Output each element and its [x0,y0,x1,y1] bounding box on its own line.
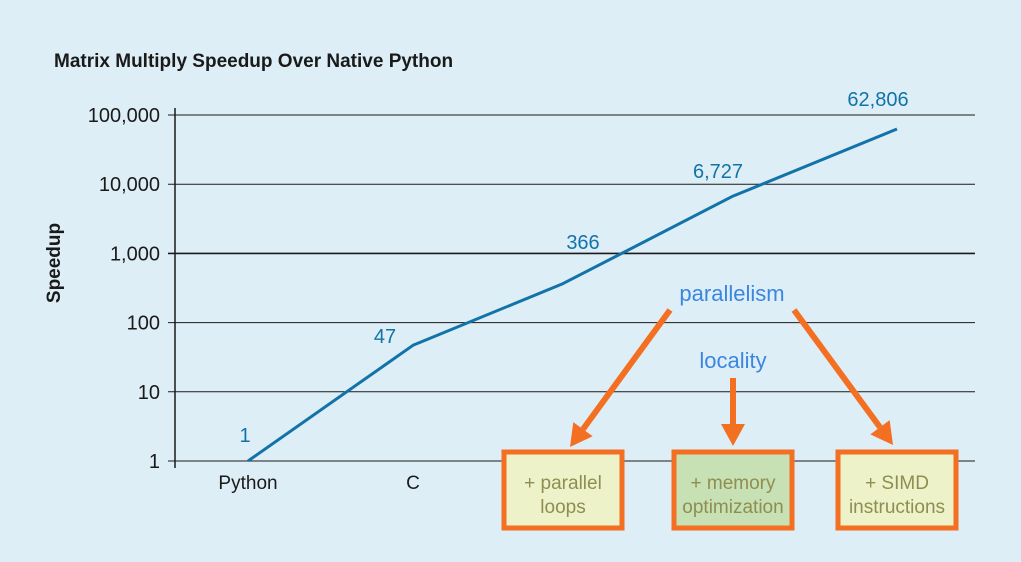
data-label: 47 [374,326,396,348]
annotations: parallelism locality [570,281,893,447]
data-label: 6,727 [693,161,743,183]
y-axis-label: Speedup [44,223,65,303]
y-tick-label: 100,000 [88,105,160,127]
data-label: 1 [239,425,250,447]
gridlines [168,114,975,462]
x-tick-label: C [406,473,420,494]
x-ticks: Python C + parallel loops + memory optimizati… [218,473,945,518]
x-tick-label: Python [218,473,277,494]
y-tick-label: 10 [138,382,160,404]
y-tick-label: 100 [127,313,160,335]
y-tick-label: 1 [149,451,160,473]
annotation-arrow-shaft [791,308,883,430]
x-tick-label: optimization [682,497,783,518]
category-box [501,449,625,531]
x-tick-label: loops [540,497,585,518]
category-box [671,449,795,531]
chart-title: Matrix Multiply Speedup Over Native Pyth… [54,51,453,72]
x-tick-label: + SIMD [865,473,929,494]
annotation-label: locality [699,348,766,373]
x-tick-label: + memory [691,473,776,494]
y-ticks: 1 10 100 1,000 10,000 100,000 [88,105,160,473]
data-labels: 1 47 366 6,727 62,806 [239,89,908,447]
speedup-series-line [247,127,898,463]
x-tick-label: + parallel [524,473,602,494]
data-label: 366 [566,232,599,254]
annotation-label: parallelism [679,281,784,306]
data-label: 62,806 [847,89,908,111]
annotation-arrow-shaft [580,308,673,431]
y-tick-label: 1,000 [110,243,160,265]
annotation-arrow-head [721,424,745,446]
annotation-arrow-head [870,420,893,445]
annotation-arrow-head [570,422,593,447]
x-tick-label: instructions [849,497,945,518]
y-tick-label: 10,000 [99,174,160,196]
category-box [835,449,959,531]
category-boxes [501,449,959,531]
